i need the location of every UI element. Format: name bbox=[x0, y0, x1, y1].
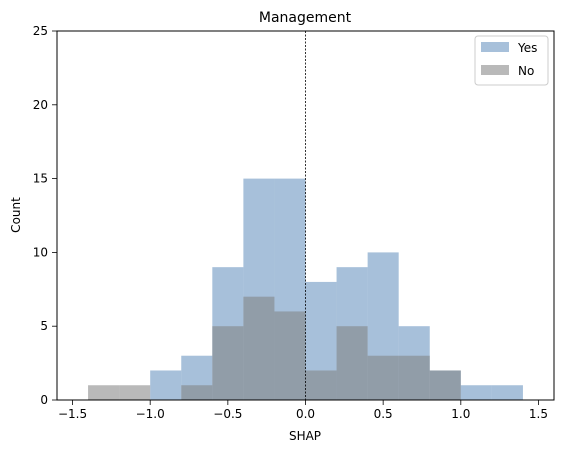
legend-label-yes: Yes bbox=[517, 41, 537, 55]
y-tick-label: 5 bbox=[40, 319, 48, 333]
y-tick-label: 0 bbox=[40, 393, 48, 407]
x-tick-label: −1.5 bbox=[58, 407, 87, 421]
y-tick-label: 25 bbox=[33, 24, 48, 38]
bar-no-5 bbox=[274, 311, 306, 400]
legend: Yes No bbox=[474, 35, 549, 86]
chart-title: Management bbox=[259, 10, 352, 26]
x-tick-label: −1.0 bbox=[136, 407, 165, 421]
y-tick-label: 20 bbox=[33, 98, 48, 112]
bar-no-3 bbox=[212, 326, 244, 400]
bar-no-0 bbox=[88, 385, 120, 400]
bar-no-2 bbox=[181, 385, 213, 400]
bar-yes-10 bbox=[460, 385, 492, 400]
x-tick-label: 1.0 bbox=[451, 407, 470, 421]
x-axis-ticks: −1.5 −1.0 −0.5 0.0 0.5 1.0 1.5 bbox=[58, 400, 548, 421]
y-tick-label: 10 bbox=[33, 245, 48, 259]
y-axis-label: Count bbox=[9, 197, 23, 233]
x-tick-label: 0.5 bbox=[374, 407, 393, 421]
bar-no-7 bbox=[336, 326, 368, 400]
bar-yes-11 bbox=[491, 385, 523, 400]
histogram-bars bbox=[88, 178, 523, 400]
bar-no-6 bbox=[305, 370, 337, 400]
bar-no-1 bbox=[119, 385, 151, 400]
bar-no-9 bbox=[398, 355, 430, 400]
y-tick-label: 15 bbox=[33, 172, 48, 186]
x-tick-label: 1.5 bbox=[529, 407, 548, 421]
y-axis-ticks: 0 5 10 15 20 25 bbox=[33, 24, 57, 407]
bar-yes-0 bbox=[150, 370, 182, 400]
x-axis-label: SHAP bbox=[289, 429, 321, 443]
bar-no-10 bbox=[429, 370, 461, 400]
legend-label-no: No bbox=[518, 64, 534, 78]
x-tick-label: 0.0 bbox=[296, 407, 315, 421]
bar-no-4 bbox=[243, 296, 275, 400]
legend-swatch-no bbox=[481, 65, 509, 75]
bar-no-8 bbox=[367, 355, 399, 400]
x-tick-label: −0.5 bbox=[213, 407, 242, 421]
legend-swatch-yes bbox=[481, 42, 509, 52]
